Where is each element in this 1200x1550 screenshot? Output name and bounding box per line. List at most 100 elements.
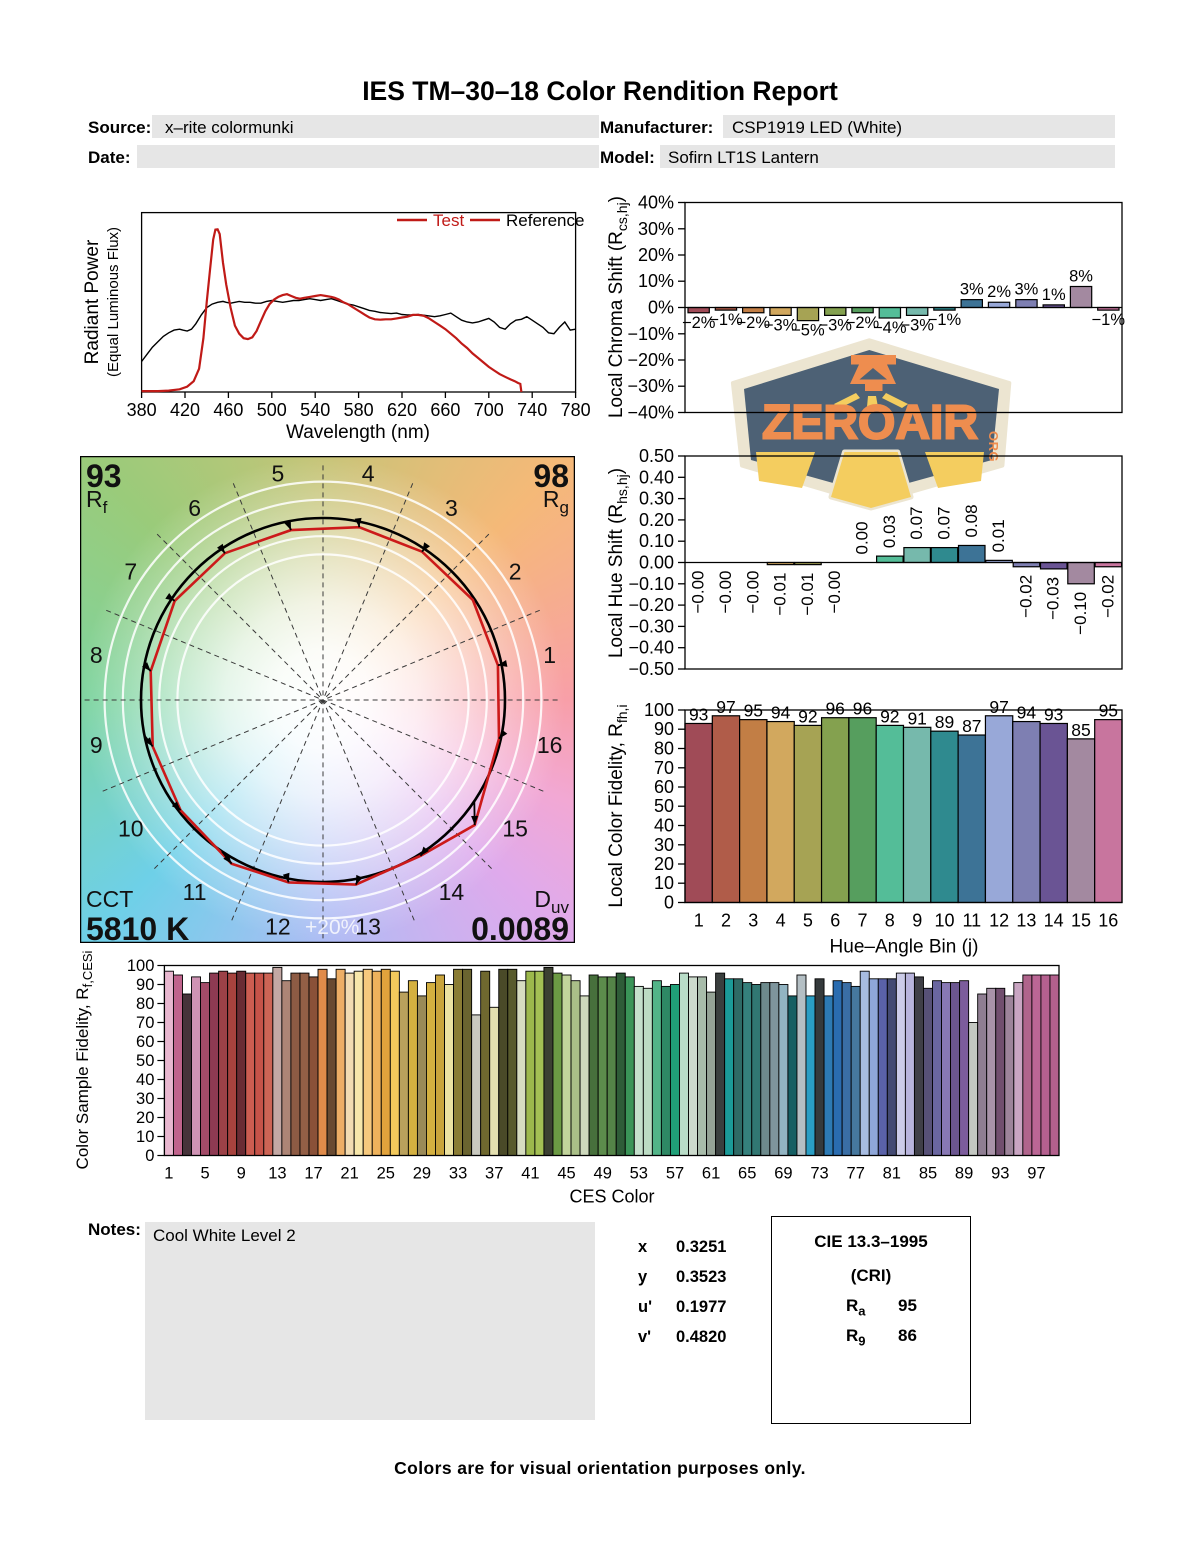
svg-text:5: 5 xyxy=(803,911,813,931)
svg-text:420: 420 xyxy=(170,400,200,420)
svg-text:97: 97 xyxy=(716,697,735,717)
svg-text:460: 460 xyxy=(213,400,243,420)
svg-text:Local Hue Shift (Rhs,hj): Local Hue Shift (Rhs,hj) xyxy=(606,468,630,658)
svg-text:0.0089: 0.0089 xyxy=(471,911,569,943)
svg-text:−2%: −2% xyxy=(846,314,880,332)
svg-text:Hue–Angle Bin (j): Hue–Angle Bin (j) xyxy=(830,937,979,958)
svg-text:−0.40: −0.40 xyxy=(628,638,674,658)
svg-text:93: 93 xyxy=(86,458,122,494)
svg-text:4: 4 xyxy=(776,911,786,931)
svg-text:93: 93 xyxy=(991,1165,1009,1183)
svg-text:0.40: 0.40 xyxy=(639,467,674,487)
svg-text:95: 95 xyxy=(744,701,763,721)
svg-text:16: 16 xyxy=(537,732,563,758)
svg-text:11: 11 xyxy=(183,879,207,905)
svg-text:2: 2 xyxy=(509,559,522,585)
svg-text:−2%: −2% xyxy=(737,314,771,332)
svg-text:17: 17 xyxy=(304,1165,322,1183)
svg-text:41: 41 xyxy=(521,1165,539,1183)
svg-text:100: 100 xyxy=(644,700,674,720)
svg-text:0.10: 0.10 xyxy=(639,531,674,551)
svg-text:49: 49 xyxy=(594,1165,612,1183)
svg-text:8%: 8% xyxy=(1069,268,1093,286)
svg-text:95: 95 xyxy=(1099,701,1118,721)
svg-text:0.50: 0.50 xyxy=(639,446,674,466)
svg-text:−40%: −40% xyxy=(627,403,674,423)
svg-text:89: 89 xyxy=(935,712,954,732)
svg-text:0.07: 0.07 xyxy=(935,507,954,540)
svg-text:500: 500 xyxy=(257,400,287,420)
svg-text:89: 89 xyxy=(955,1165,973,1183)
svg-text:14: 14 xyxy=(439,879,465,905)
svg-text:11: 11 xyxy=(962,911,981,931)
svg-text:40: 40 xyxy=(136,1071,154,1089)
svg-text:45: 45 xyxy=(557,1165,575,1183)
svg-text:CES Color: CES Color xyxy=(569,1187,654,1207)
svg-text:3: 3 xyxy=(748,911,758,931)
svg-text:−3%: −3% xyxy=(818,316,852,334)
svg-text:30: 30 xyxy=(136,1090,154,1108)
svg-text:Local Chroma Shift (Rcs,hj): Local Chroma Shift (Rcs,hj) xyxy=(606,196,630,418)
svg-text:3: 3 xyxy=(445,495,458,521)
svg-text:53: 53 xyxy=(630,1165,648,1183)
svg-text:60: 60 xyxy=(654,777,674,797)
svg-text:3%: 3% xyxy=(1014,281,1038,299)
svg-text:4: 4 xyxy=(362,460,375,486)
svg-text:16: 16 xyxy=(1098,911,1118,931)
svg-text:−1%: −1% xyxy=(928,311,962,329)
svg-text:10: 10 xyxy=(934,911,954,931)
svg-text:+20%: +20% xyxy=(305,916,359,939)
svg-text:6: 6 xyxy=(830,911,840,931)
svg-text:Local Color Fidelity, Rfh,i: Local Color Fidelity, Rfh,i xyxy=(606,704,630,907)
svg-text:97: 97 xyxy=(989,697,1008,717)
svg-text:12: 12 xyxy=(265,914,291,940)
svg-text:6: 6 xyxy=(188,495,201,521)
svg-text:57: 57 xyxy=(666,1165,684,1183)
svg-text:40: 40 xyxy=(654,816,674,836)
svg-text:93: 93 xyxy=(1044,705,1063,725)
svg-text:−0.00: −0.00 xyxy=(716,571,735,614)
svg-text:−0.02: −0.02 xyxy=(1016,575,1035,618)
svg-text:9: 9 xyxy=(912,911,922,931)
svg-text:97: 97 xyxy=(1027,1165,1045,1183)
svg-text:85: 85 xyxy=(1071,720,1090,740)
svg-text:60: 60 xyxy=(136,1033,154,1051)
svg-text:0.00: 0.00 xyxy=(639,553,674,573)
svg-text:13: 13 xyxy=(355,914,381,940)
svg-text:1: 1 xyxy=(694,911,704,931)
svg-text:7: 7 xyxy=(124,559,137,585)
svg-text:80: 80 xyxy=(136,995,154,1013)
svg-text:96: 96 xyxy=(853,699,872,719)
svg-text:−3%: −3% xyxy=(764,316,798,334)
svg-text:90: 90 xyxy=(136,976,154,994)
svg-text:−10%: −10% xyxy=(627,324,674,344)
svg-text:5: 5 xyxy=(201,1165,210,1183)
svg-text:50: 50 xyxy=(654,796,674,816)
svg-text:1: 1 xyxy=(164,1165,173,1183)
svg-text:25: 25 xyxy=(377,1165,395,1183)
svg-text:20%: 20% xyxy=(638,245,674,265)
svg-text:37: 37 xyxy=(485,1165,503,1183)
svg-text:2: 2 xyxy=(721,911,731,931)
svg-text:96: 96 xyxy=(825,699,844,719)
svg-text:98: 98 xyxy=(533,458,569,494)
svg-text:90: 90 xyxy=(654,719,674,739)
svg-text:(Equal Luminous Flux): (Equal Luminous Flux) xyxy=(105,227,122,377)
svg-text:Wavelength (nm): Wavelength (nm) xyxy=(286,422,430,443)
svg-text:3%: 3% xyxy=(960,281,984,299)
svg-text:10: 10 xyxy=(654,873,674,893)
svg-text:Radiant Power: Radiant Power xyxy=(82,239,103,364)
svg-text:700: 700 xyxy=(474,400,504,420)
svg-text:580: 580 xyxy=(344,400,374,420)
svg-text:80: 80 xyxy=(654,739,674,759)
svg-text:92: 92 xyxy=(798,706,817,726)
svg-text:740: 740 xyxy=(517,400,547,420)
svg-text:0.01: 0.01 xyxy=(989,519,1008,552)
svg-text:91: 91 xyxy=(907,708,926,728)
svg-text:8: 8 xyxy=(90,642,103,668)
svg-text:1: 1 xyxy=(543,642,556,668)
svg-text:−0.03: −0.03 xyxy=(1044,577,1063,620)
svg-text:92: 92 xyxy=(880,706,899,726)
svg-text:5: 5 xyxy=(272,460,285,486)
svg-text:620: 620 xyxy=(387,400,417,420)
